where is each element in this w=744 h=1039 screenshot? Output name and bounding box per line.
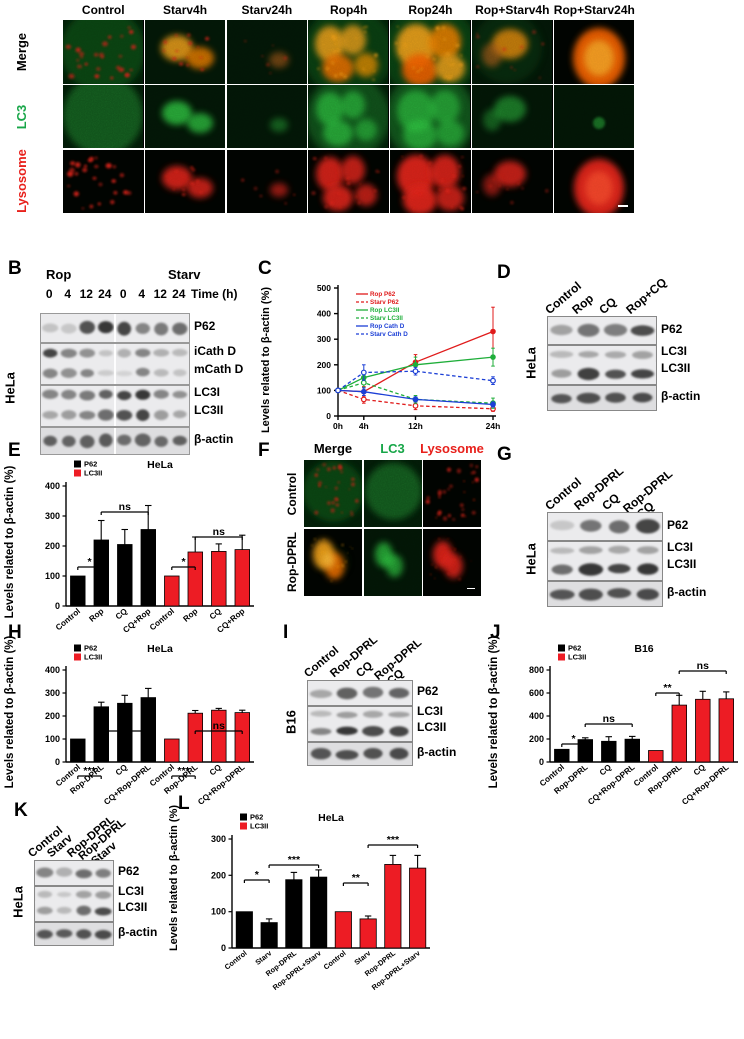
svg-text:CQ: CQ <box>598 762 614 777</box>
svg-text:0: 0 <box>326 411 331 421</box>
svg-text:P62: P62 <box>250 813 263 822</box>
svg-text:***: *** <box>83 765 96 777</box>
svg-text:CQ: CQ <box>114 762 130 777</box>
svg-text:Rop Cath D: Rop Cath D <box>370 323 405 330</box>
svg-text:0: 0 <box>539 757 544 767</box>
svg-text:Starv Cath D: Starv Cath D <box>370 331 408 338</box>
svg-text:***: *** <box>177 765 190 777</box>
svg-text:LC3II: LC3II <box>250 822 268 831</box>
svg-text:***: *** <box>387 834 400 846</box>
svg-text:100: 100 <box>45 734 60 744</box>
svg-text:0: 0 <box>55 757 60 767</box>
svg-text:600: 600 <box>529 688 544 698</box>
svg-text:24h: 24h <box>486 421 501 431</box>
svg-text:***: *** <box>288 854 301 866</box>
svg-text:Starv LC3II: Starv LC3II <box>370 315 403 322</box>
svg-text:Starv: Starv <box>253 948 274 967</box>
svg-text:HeLa: HeLa <box>318 812 344 824</box>
svg-text:HeLa: HeLa <box>147 643 173 655</box>
svg-text:*: * <box>255 869 260 881</box>
svg-text:Rop LC3II: Rop LC3II <box>370 307 400 314</box>
svg-text:ns: ns <box>213 720 225 732</box>
svg-text:Starv P62: Starv P62 <box>370 299 399 306</box>
svg-text:LC3II: LC3II <box>84 653 102 662</box>
svg-text:400: 400 <box>45 665 60 675</box>
svg-text:**: ** <box>663 682 672 694</box>
svg-text:4h: 4h <box>359 421 369 431</box>
svg-text:ns: ns <box>697 660 709 672</box>
svg-text:P62: P62 <box>84 644 97 653</box>
svg-text:LC3II: LC3II <box>568 653 586 662</box>
svg-text:0h: 0h <box>333 421 343 431</box>
svg-text:Rop P62: Rop P62 <box>370 291 396 298</box>
svg-text:200: 200 <box>529 734 544 744</box>
svg-text:200: 200 <box>211 870 226 880</box>
svg-text:800: 800 <box>529 665 544 675</box>
svg-text:ns: ns <box>603 713 615 725</box>
svg-text:Control: Control <box>322 948 348 971</box>
svg-text:CQ: CQ <box>208 762 224 777</box>
svg-text:B16: B16 <box>634 643 653 655</box>
svg-text:12h: 12h <box>408 421 423 431</box>
svg-text:P62: P62 <box>568 644 581 653</box>
svg-text:*: * <box>571 733 576 745</box>
svg-text:Control: Control <box>223 948 249 971</box>
svg-text:500: 500 <box>317 283 331 293</box>
svg-text:Starv: Starv <box>352 948 373 967</box>
svg-text:200: 200 <box>317 360 331 370</box>
svg-text:300: 300 <box>317 334 331 344</box>
svg-text:300: 300 <box>211 834 226 844</box>
svg-text:400: 400 <box>317 309 331 319</box>
svg-text:100: 100 <box>211 907 226 917</box>
svg-text:400: 400 <box>529 711 544 721</box>
svg-text:300: 300 <box>45 688 60 698</box>
svg-text:CQ: CQ <box>692 762 708 777</box>
svg-text:**: ** <box>352 872 361 884</box>
svg-text:0: 0 <box>221 943 226 953</box>
svg-text:100: 100 <box>317 385 331 395</box>
svg-text:200: 200 <box>45 711 60 721</box>
svg-text:ns: ns <box>119 720 131 732</box>
